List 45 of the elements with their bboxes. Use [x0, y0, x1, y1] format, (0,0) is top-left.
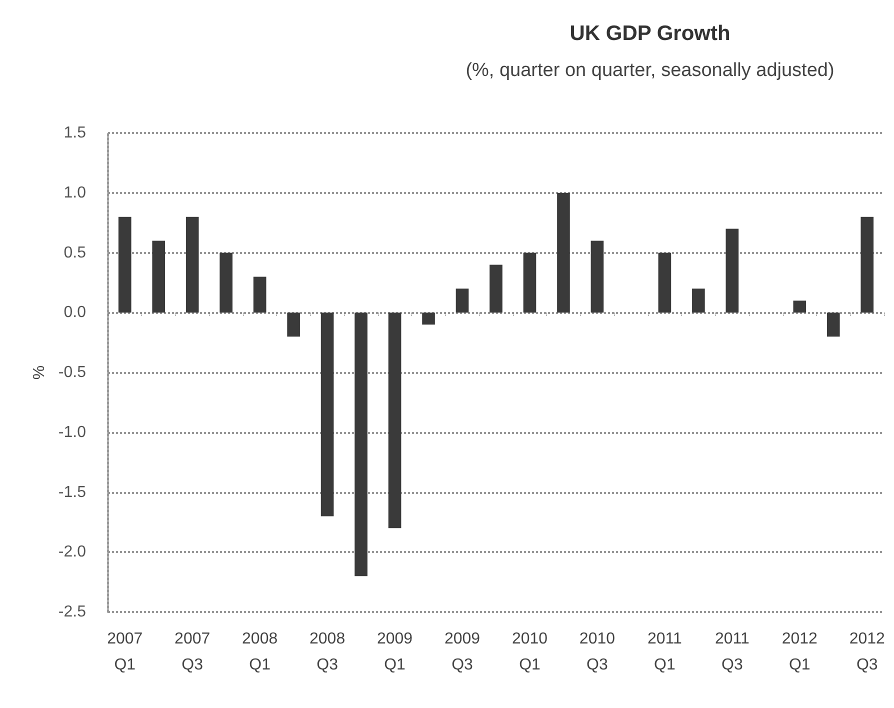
bar	[118, 216, 132, 313]
bar	[354, 312, 368, 576]
y-axis-title: %	[31, 365, 48, 380]
x-tick-label: 2010 Q3	[579, 630, 616, 674]
x-tick-label: 2011 Q3	[714, 630, 750, 674]
y-tick-label: -2.5	[58, 604, 86, 620]
y-tick-label: -1.5	[58, 484, 86, 501]
bar	[388, 312, 402, 528]
bar	[860, 216, 874, 313]
bar	[557, 192, 570, 313]
y-tick-label: 0.5	[64, 244, 86, 262]
x-tick-label: 2012 Q1	[782, 630, 818, 674]
chart-subtitle: (%, quarter on quarter, seasonally adjusted)	[466, 60, 834, 81]
bar	[320, 312, 334, 516]
bar	[152, 240, 166, 313]
x-tick-label: 2007 Q1	[107, 630, 143, 674]
y-tick-label: -0.5	[58, 364, 86, 381]
x-tick-label: 2010 Q1	[512, 630, 548, 674]
bar	[186, 216, 199, 313]
x-tick-label: 2008 Q1	[242, 630, 278, 674]
bar	[793, 300, 806, 313]
bar	[692, 288, 705, 313]
y-tick-label: -1.0	[58, 424, 86, 441]
y-tick-label: 0.0	[64, 304, 86, 322]
bar	[220, 252, 232, 313]
x-tick-label: 2009 Q3	[444, 630, 480, 674]
bar	[726, 228, 739, 313]
bar	[590, 240, 604, 313]
x-tick-label: 2008 Q3	[310, 630, 346, 674]
bar	[253, 276, 266, 313]
chart-title: UK GDP Growth	[570, 22, 730, 45]
x-tick-label: 2009 Q1	[376, 630, 413, 674]
bar	[826, 312, 840, 337]
bar	[523, 252, 536, 313]
y-tick-label: 1.0	[64, 184, 86, 202]
x-tick-label: 2007 Q3	[174, 630, 210, 674]
y-tick-label: 1.5	[64, 124, 86, 142]
x-tick-label: 2011 Q1	[647, 630, 682, 674]
bar	[422, 312, 435, 325]
bar	[658, 252, 672, 313]
bar	[490, 264, 502, 313]
x-tick-label: 2012 Q3	[849, 630, 886, 674]
bar	[456, 288, 469, 313]
y-tick-label: -2.0	[58, 544, 86, 561]
bar	[287, 312, 300, 337]
